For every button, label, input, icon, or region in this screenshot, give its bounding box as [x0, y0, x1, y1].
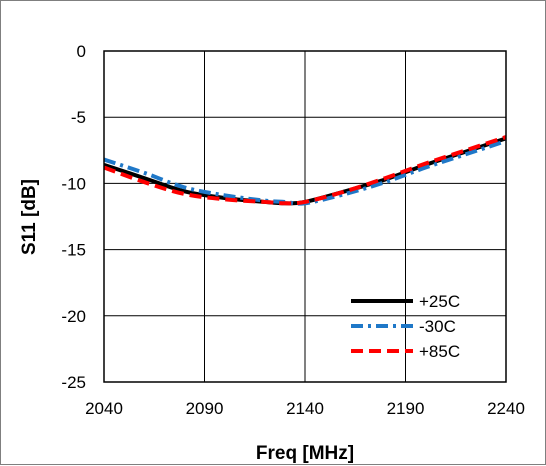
legend-label: +25C — [419, 292, 460, 311]
x-tick-label: 2090 — [186, 399, 224, 418]
x-tick-label: 2040 — [85, 399, 123, 418]
x-tick-labels: 2040 2090 2140 2190 2240 — [85, 399, 525, 418]
y-tick-label: 0 — [77, 42, 86, 61]
plot-border — [103, 50, 507, 383]
y-tick-label: -15 — [61, 241, 86, 260]
legend-label: +85C — [419, 342, 460, 361]
y-tick-label: -5 — [71, 108, 86, 127]
y-tick-label: -20 — [61, 307, 86, 326]
x-tick-label: 2240 — [487, 399, 525, 418]
series-layer — [103, 135, 507, 206]
series-line — [103, 139, 507, 206]
x-axis-title: Freq [MHz] — [256, 443, 354, 464]
x-tick-label: 2140 — [286, 399, 324, 418]
legend-label: -30C — [419, 317, 456, 336]
y-tick-label: -10 — [61, 174, 86, 193]
y-tick-labels: 0 -5 -10 -15 -20 -25 — [61, 42, 86, 392]
x-tick-label: 2190 — [387, 399, 425, 418]
legend: +25C -30C +85C — [351, 292, 460, 361]
y-tick-label: -25 — [61, 373, 86, 392]
series-line — [103, 135, 507, 206]
y-axis-title: S11 [dB] — [19, 179, 40, 255]
